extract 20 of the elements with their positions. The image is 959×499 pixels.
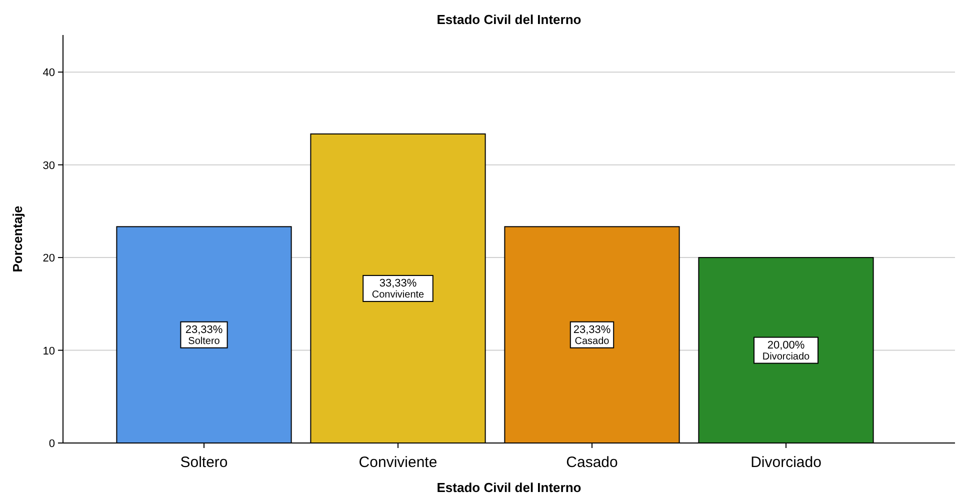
- category-label: Conviviente: [372, 289, 424, 300]
- y-tick-label: 40: [42, 67, 55, 80]
- data-label: 20,00%: [767, 339, 805, 352]
- x-tick-label: Divorciado: [750, 454, 822, 471]
- x-axis-title: Estado Civil del Interno: [436, 480, 582, 495]
- category-label: Soltero: [188, 336, 220, 347]
- y-tick-label: 20: [42, 252, 55, 265]
- data-label: 23,33%: [573, 324, 611, 336]
- x-tick-label: Conviviente: [358, 454, 438, 471]
- category-label: Divorciado: [762, 351, 810, 362]
- category-label: Casado: [574, 336, 610, 347]
- data-label: 23,33%: [185, 324, 223, 336]
- y-tick-label: 30: [42, 160, 55, 172]
- y-axis-title: Porcentaje: [10, 206, 25, 272]
- chart-title: Estado Civil del Interno: [436, 12, 582, 27]
- y-tick-label: 0: [48, 438, 55, 450]
- x-tick-label: Casado: [566, 454, 618, 471]
- y-tick-label: 10: [42, 345, 55, 358]
- data-label: 33,33%: [379, 277, 417, 290]
- x-tick-label: Soltero: [180, 454, 228, 471]
